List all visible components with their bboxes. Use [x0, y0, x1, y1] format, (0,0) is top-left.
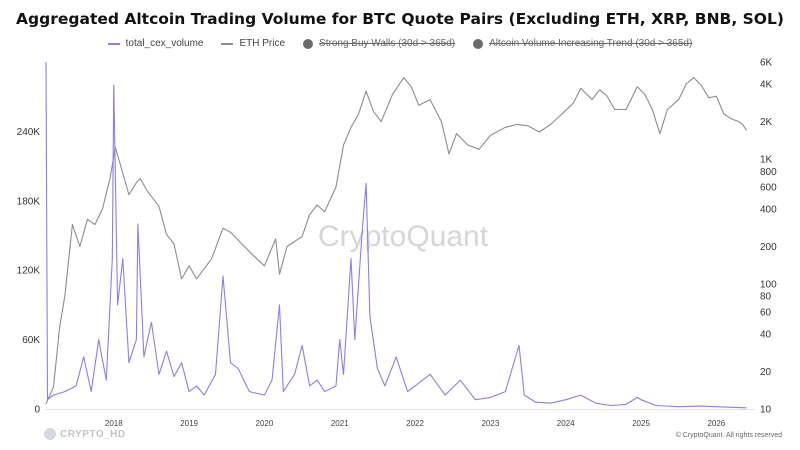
legend-item-total-cex-volume[interactable]: total_cex_volume	[107, 38, 204, 49]
legend-item-strong-buy-walls[interactable]: Strong Buy Walls (30d > 365d)	[303, 38, 455, 49]
chart-title: Aggregated Altcoin Trading Volume for BT…	[16, 10, 784, 28]
right-tick-label: 1K	[760, 155, 773, 166]
legend-item-eth-price[interactable]: ETH Price	[221, 38, 285, 49]
right-tick-label: 800	[760, 167, 777, 178]
legend-label: total_cex_volume	[125, 38, 204, 49]
right-tick-label: 600	[760, 182, 777, 193]
left-axis: 0 60K 120K 180K 240K	[17, 127, 41, 416]
corner-watermark-text: CRYPTO_HD	[60, 428, 126, 440]
right-tick-label: 60	[760, 307, 772, 318]
x-tick-label: 2019	[180, 419, 198, 428]
legend-item-altcoin-trend[interactable]: Altcoin Volume Increasing Trend (30d > 3…	[473, 38, 692, 49]
right-tick-label: 10	[760, 405, 772, 416]
total-cex-volume-line	[45, 61, 747, 409]
x-tick-label: 2025	[632, 419, 650, 428]
x-tick-label: 2022	[406, 419, 424, 428]
watermark-text: CryptoQuant	[318, 220, 489, 253]
x-axis: 2018 2019 2020 2021 2022 2023 2024 2025 2026	[46, 409, 754, 428]
left-tick-label: 0	[34, 405, 40, 416]
right-tick-label: 100	[760, 280, 777, 291]
series-layer	[45, 61, 747, 409]
right-tick-label: 4K	[760, 79, 773, 90]
left-tick-label: 60K	[22, 335, 40, 346]
logo-icon	[44, 428, 56, 440]
legend-label: ETH Price	[239, 38, 286, 49]
right-tick-label: 20	[760, 367, 772, 378]
x-tick-label: 2018	[105, 419, 123, 428]
left-tick-label: 120K	[17, 266, 41, 277]
right-tick-label: 6K	[760, 58, 773, 69]
right-tick-label: 400	[760, 204, 777, 215]
legend-swatch-volume	[107, 42, 120, 45]
right-tick-label: 2K	[760, 117, 773, 128]
legend-dot-icon	[303, 38, 314, 49]
left-tick-label: 240K	[17, 127, 41, 138]
x-tick-label: 2026	[707, 419, 725, 428]
corner-watermark: CRYPTO_HD	[44, 428, 126, 440]
right-tick-label: 40	[760, 329, 772, 340]
x-tick-label: 2021	[331, 419, 349, 428]
eth-price-line	[45, 77, 747, 405]
legend-label: Altcoin Volume Increasing Trend (30d > 3…	[489, 38, 693, 49]
legend-label: Strong Buy Walls (30d > 365d)	[319, 38, 456, 49]
legend-dot-icon	[473, 38, 484, 49]
x-tick-label: 2023	[481, 419, 499, 428]
x-tick-label: 2020	[256, 419, 274, 428]
legend-swatch-eth	[221, 42, 234, 45]
chart-legend: total_cex_volume ETH Price Strong Buy Wa…	[0, 38, 800, 49]
right-tick-label: 80	[760, 292, 772, 303]
x-tick-label: 2024	[557, 419, 575, 428]
copyright-text: © CryptoQuant. All rights reserved	[675, 432, 782, 439]
left-tick-label: 180K	[17, 196, 41, 207]
right-tick-label: 200	[760, 242, 777, 253]
